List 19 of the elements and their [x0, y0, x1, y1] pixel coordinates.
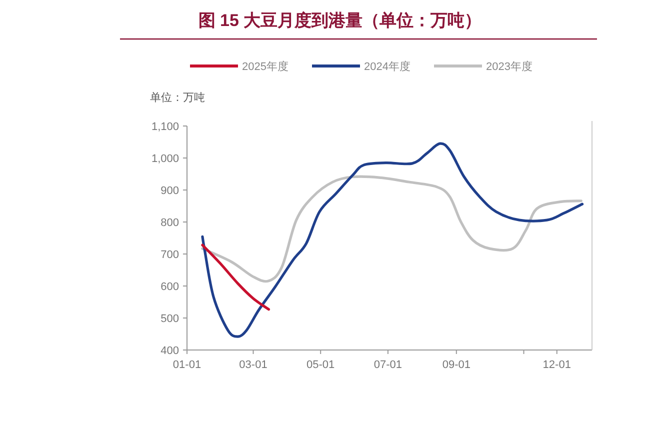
- text: 单位：万吨: [150, 91, 205, 104]
- legend-label: 2024年度: [364, 60, 410, 73]
- y-tick-label: 600: [160, 281, 179, 293]
- x-tick-label: 07-01: [374, 359, 402, 371]
- x-tick-label: 12-01: [542, 359, 571, 371]
- y-tick-label: 500: [160, 313, 179, 325]
- y-tick-label: 1,000: [151, 153, 179, 165]
- chart-title: 图 15 大豆月度到港量（单位：万吨）: [198, 11, 482, 30]
- x-tick-label: 05-01: [306, 359, 335, 371]
- x-tick-label: 09-01: [442, 359, 470, 371]
- x-tick-label: 03-01: [239, 359, 268, 371]
- y-tick-label: 800: [160, 217, 179, 229]
- legend-label: 2025年度: [242, 60, 288, 73]
- y-tick-label: 900: [160, 185, 179, 197]
- legend-label: 2023年度: [486, 60, 532, 73]
- y-tick-label: 1,100: [151, 121, 179, 133]
- y-tick-label: 400: [160, 345, 179, 357]
- x-tick-label: 01-01: [172, 359, 202, 371]
- y-tick-label: 700: [160, 249, 179, 261]
